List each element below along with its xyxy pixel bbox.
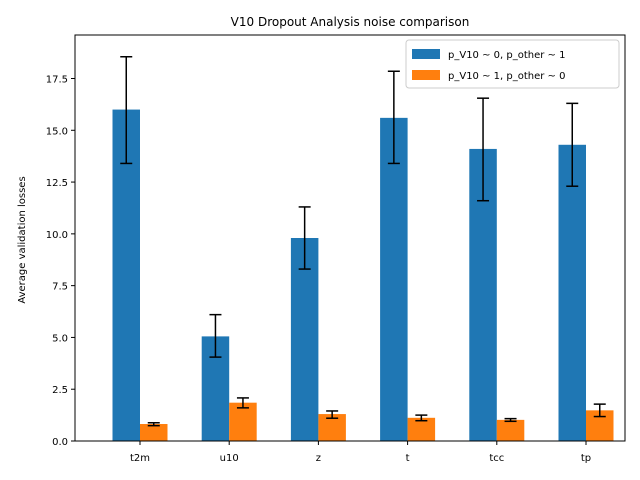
error-bars-group xyxy=(120,56,606,427)
y-tick-label: 7.5 xyxy=(52,282,68,293)
x-tick-label-t: t xyxy=(406,453,410,464)
bar-2-t2m xyxy=(140,424,168,441)
bar-2-u10 xyxy=(229,402,257,441)
y-tick-label: 2.5 xyxy=(52,385,68,396)
bar-1-tp xyxy=(558,144,586,442)
y-tick-label: 5.0 xyxy=(52,333,68,344)
legend-label-2: p_V10 ~ 1, p_other ~ 0 xyxy=(448,71,565,82)
y-tick-label: 10.0 xyxy=(46,230,68,241)
x-tick-label-tcc: tcc xyxy=(489,453,504,464)
legend: p_V10 ~ 0, p_other ~ 1 p_V10 ~ 1, p_other… xyxy=(405,39,620,89)
y-axis-label: Average validation losses xyxy=(17,176,28,303)
legend-box xyxy=(405,39,620,89)
legend-swatch-1 xyxy=(412,49,440,59)
x-tick-label-z: z xyxy=(316,453,321,464)
bar-2-t xyxy=(407,417,436,441)
bar-2-tcc xyxy=(496,419,525,441)
y-tick-label: 17.5 xyxy=(46,75,68,86)
y-tick-label: 0.0 xyxy=(52,437,68,448)
x-axis: t2m u10 z t tcc tp xyxy=(130,441,591,464)
y-tick-label: 15.0 xyxy=(46,126,68,137)
plot-frame xyxy=(74,34,626,442)
bar-1-t2m xyxy=(112,109,140,442)
bar-1-z xyxy=(290,238,319,441)
x-tick-label-tp: tp xyxy=(581,453,591,464)
bar-1-t xyxy=(380,117,408,441)
legend-label-1: p_V10 ~ 0, p_other ~ 1 xyxy=(448,50,565,61)
chart-title: V10 Dropout Analysis noise comparison xyxy=(231,15,470,29)
x-tick-label-u10: u10 xyxy=(220,453,239,464)
y-tick-label: 12.5 xyxy=(46,178,68,189)
bars-group xyxy=(112,109,614,442)
y-axis: 0.0 2.5 5.0 7.5 10.0 12.5 15.0 17.5 xyxy=(46,75,75,448)
x-tick-label-t2m: t2m xyxy=(130,453,150,464)
legend-swatch-2 xyxy=(412,70,440,80)
